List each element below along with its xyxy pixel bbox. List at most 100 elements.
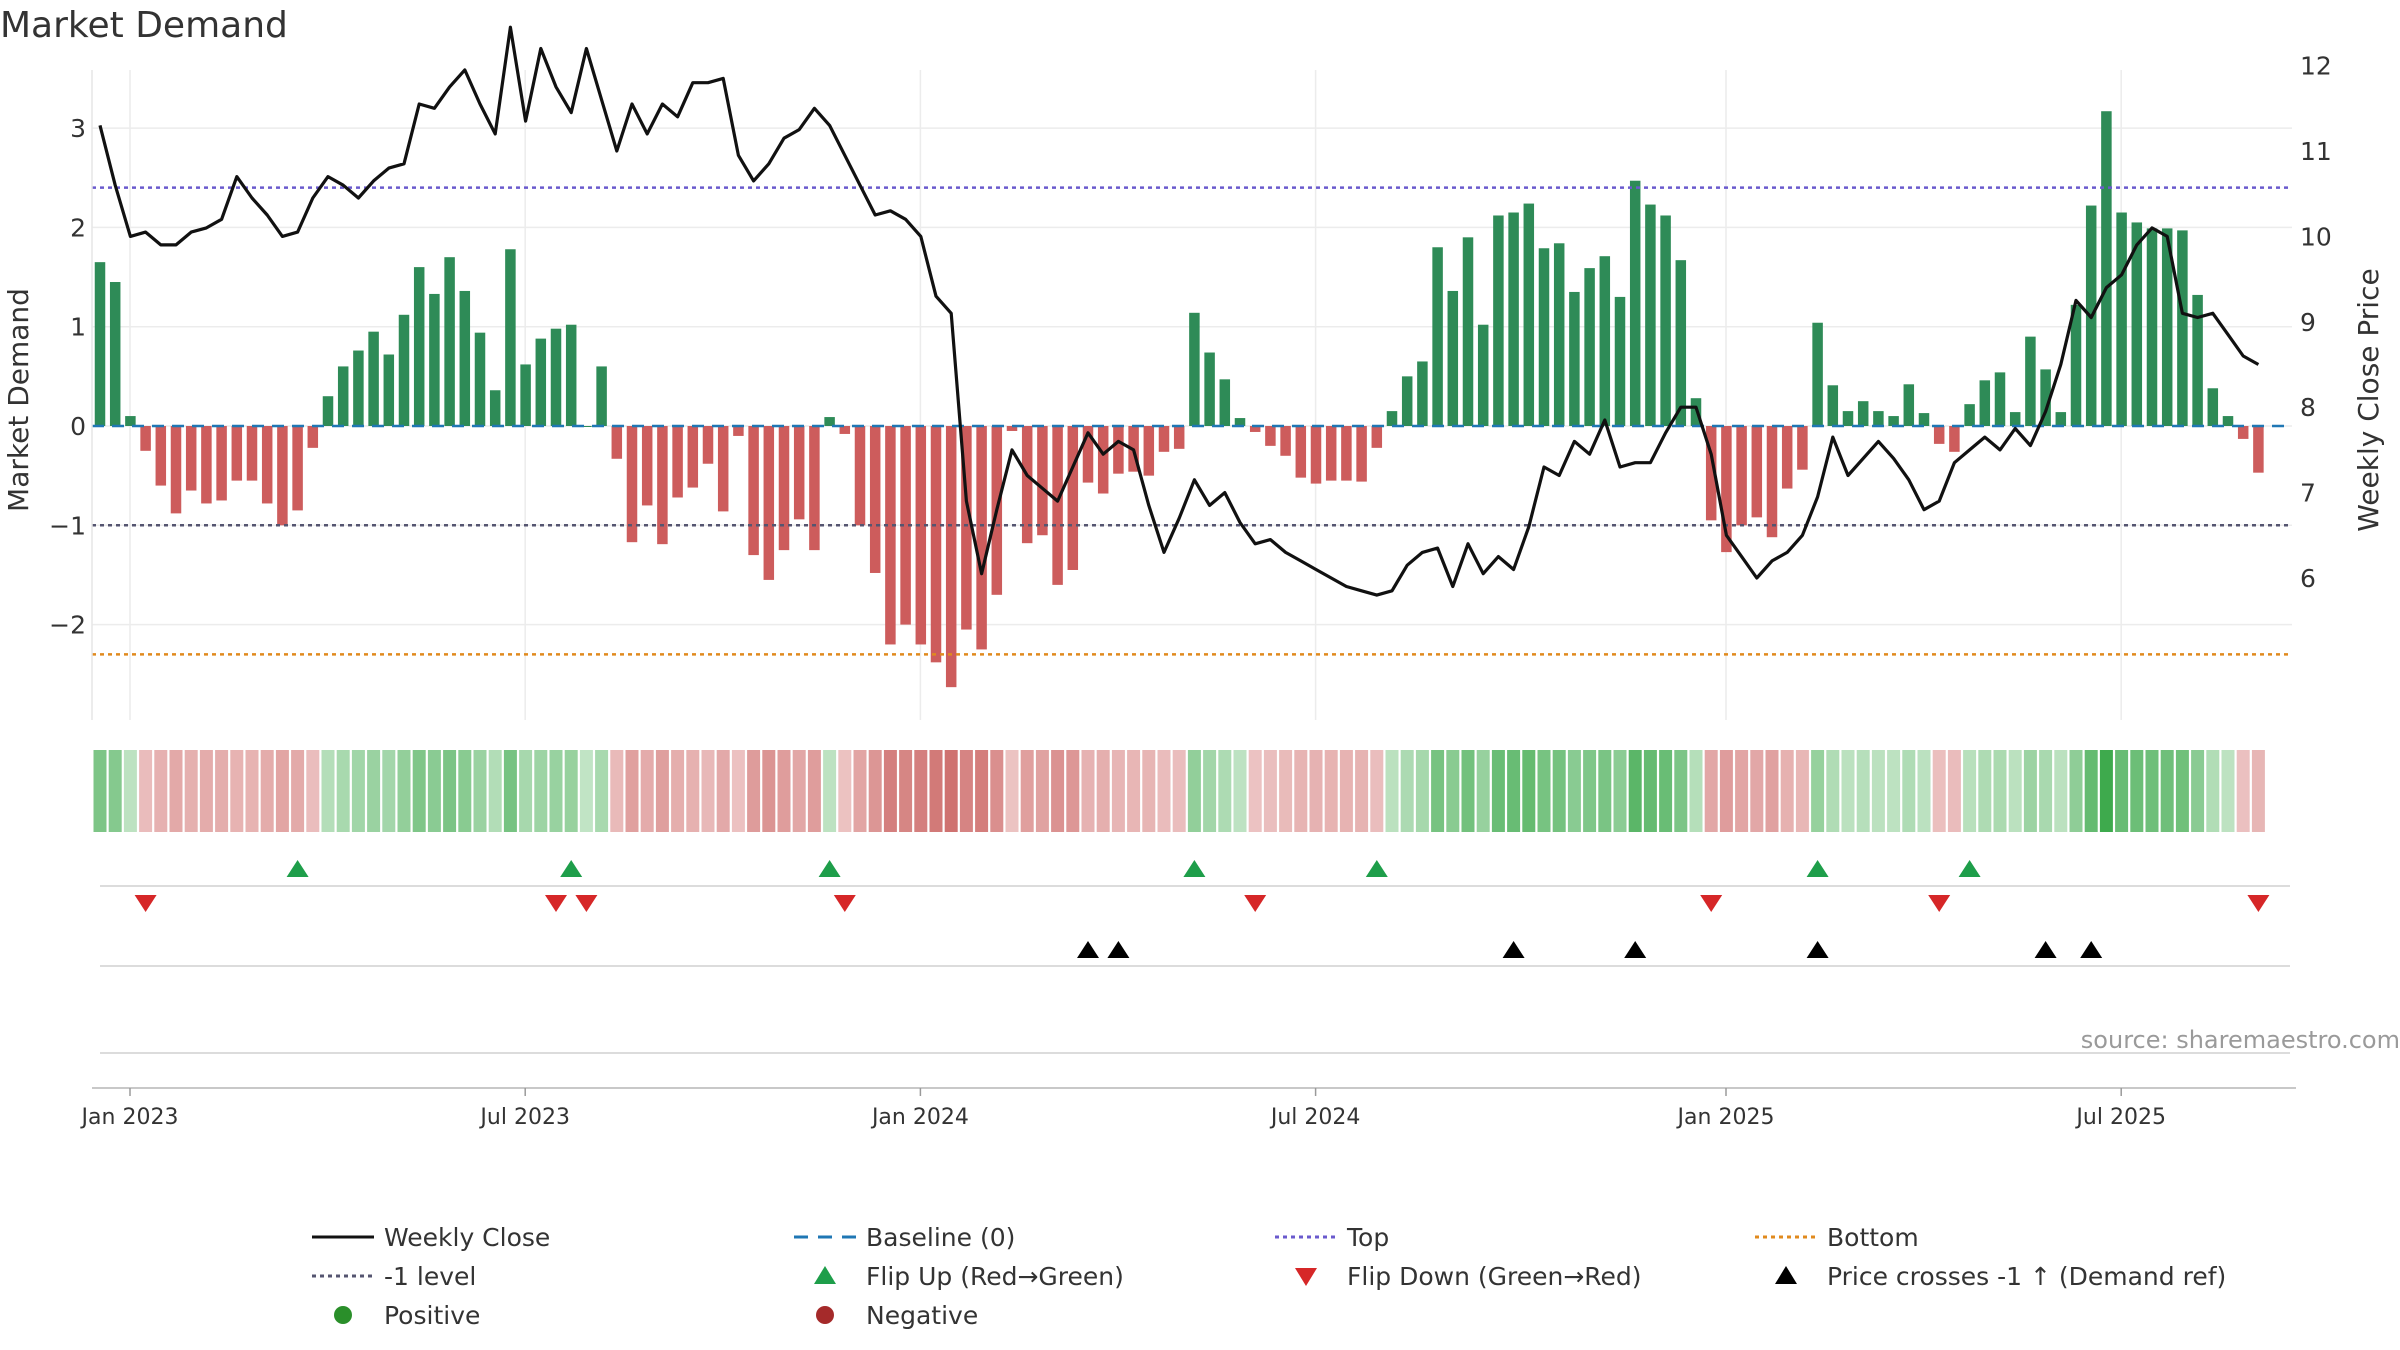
x-tick-label: Jan 2024	[870, 1105, 969, 1130]
demand-heat-strip	[93, 750, 2265, 832]
demand-bar	[611, 426, 623, 459]
heat-cell	[2251, 750, 2265, 832]
demand-bar	[1888, 416, 1899, 426]
right-tick-label: 10	[2300, 222, 2332, 251]
demand-bar	[444, 257, 455, 426]
legend-swatch	[816, 1306, 834, 1324]
heat-cell	[671, 750, 685, 832]
demand-bar	[1204, 352, 1215, 426]
demand-bar	[1675, 260, 1687, 426]
legend-1-level: -1 level	[312, 1262, 476, 1291]
heat-cell	[1826, 750, 1840, 832]
demand-bar	[885, 426, 896, 645]
flip-up-marker	[286, 860, 309, 877]
demand-bar	[216, 426, 227, 501]
demand-bar	[2116, 212, 2127, 426]
heat-cell	[1613, 750, 1627, 832]
heat-cell	[2039, 750, 2053, 832]
heat-cell	[1035, 750, 1049, 832]
legend-price-crosses-1-demand-ref: Price crosses -1 ↑ (Demand ref)	[1775, 1262, 2226, 1291]
heat-cell	[1263, 750, 1277, 832]
demand-bar	[1401, 376, 1413, 426]
heat-cell	[944, 750, 958, 832]
demand-bar	[657, 426, 668, 545]
price-line-group	[98, 25, 2260, 597]
heat-cell	[1446, 750, 1460, 832]
heat-cell	[1567, 750, 1581, 832]
heat-cell	[1309, 750, 1323, 832]
heat-cell	[1507, 750, 1521, 832]
demand-bar	[809, 426, 820, 551]
demand-bar	[854, 426, 866, 526]
heat-cell	[792, 750, 806, 832]
demand-bar	[201, 426, 212, 504]
demand-bar	[930, 426, 942, 663]
heat-cell	[1142, 750, 1156, 832]
heat-cell	[883, 750, 897, 832]
heat-cell	[351, 750, 365, 832]
heat-cell	[1978, 750, 1992, 832]
right-tick-label: 8	[2300, 393, 2316, 422]
demand-bar	[368, 331, 379, 426]
demand-bar	[140, 426, 151, 451]
heat-cell	[2221, 750, 2235, 832]
heat-cell	[2023, 750, 2037, 832]
demand-bar	[1234, 418, 1246, 426]
heat-cell	[1993, 750, 2007, 832]
demand-bar	[1113, 426, 1124, 474]
reference-lines	[92, 186, 2292, 656]
heat-cell	[1856, 750, 1870, 832]
heat-cell	[1157, 750, 1171, 832]
heat-cell	[640, 750, 654, 832]
demand-bar	[1660, 215, 1671, 426]
legend-label: Weekly Close	[384, 1223, 550, 1252]
heat-cell	[2069, 750, 2083, 832]
x-tick-label: Jul 2023	[478, 1105, 570, 1130]
legend: Weekly Close Baseline (0) Top Bottom -1 leve…	[312, 1223, 2226, 1330]
heat-cell	[382, 750, 396, 832]
demand-bar	[1462, 237, 1474, 426]
demand-bar	[1827, 385, 1839, 426]
heat-cell	[762, 750, 776, 832]
flip-down-marker	[1928, 895, 1951, 912]
heat-cell	[503, 750, 517, 832]
heat-cell	[108, 750, 122, 832]
flip-up-marker	[1806, 860, 1829, 877]
demand-bar	[1249, 426, 1261, 432]
heat-cell	[777, 750, 791, 832]
heat-cell	[1066, 750, 1080, 832]
heat-cell	[1461, 750, 1475, 832]
demand-bar	[1979, 380, 1991, 426]
heat-cell	[823, 750, 837, 832]
demand-bar	[1493, 215, 1504, 426]
demand-bar	[1842, 411, 1854, 426]
heat-cell	[1659, 750, 1673, 832]
demand-bar	[353, 350, 364, 426]
heat-cell	[686, 750, 700, 832]
x-tick-label: Jan 2025	[1676, 1105, 1775, 1130]
heat-cell	[291, 750, 305, 832]
demand-bar	[1021, 426, 1033, 544]
right-tick-label: 12	[2300, 52, 2332, 81]
demand-bar	[1569, 291, 1580, 426]
demand-bar	[778, 426, 790, 551]
demand-bar	[1477, 324, 1489, 426]
demand-bar	[1356, 426, 1367, 482]
heat-cell	[899, 750, 913, 832]
heat-cell	[1780, 750, 1794, 832]
heat-cell	[1887, 750, 1901, 832]
demand-bar	[1508, 212, 1519, 426]
heat-cell	[655, 750, 669, 832]
heat-cell	[215, 750, 229, 832]
demand-bar	[2237, 426, 2249, 439]
heat-cell	[1400, 750, 1414, 832]
price-cross-marker	[1624, 941, 1647, 958]
flip-up-marker	[1365, 860, 1388, 877]
demand-bar	[474, 332, 486, 426]
heat-cell	[1917, 750, 1931, 832]
heat-cell	[807, 750, 821, 832]
heat-cell	[2084, 750, 2098, 832]
heat-cell	[549, 750, 563, 832]
demand-bar	[945, 426, 957, 688]
left-tick-label: 0	[70, 412, 86, 441]
